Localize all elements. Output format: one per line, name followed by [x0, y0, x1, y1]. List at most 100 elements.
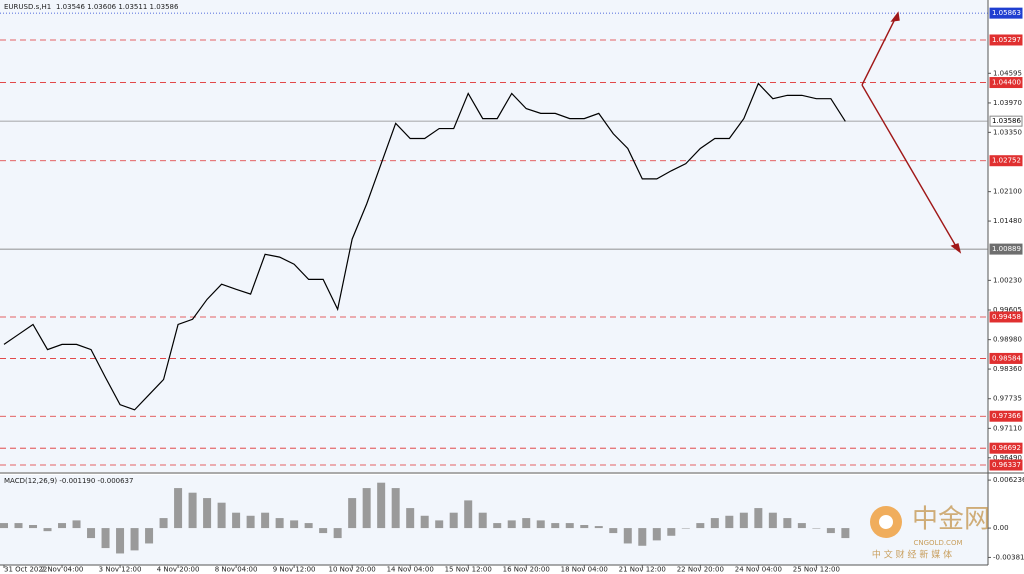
macd-bar: [87, 528, 96, 539]
y-tick-label: 1.02100: [993, 188, 1022, 196]
macd-bar: [232, 512, 241, 529]
y-tick-label: 1.01480: [993, 217, 1022, 225]
macd-bar: [14, 523, 23, 529]
macd-bar: [638, 528, 647, 546]
macd-bar: [594, 526, 603, 529]
level-tag: [989, 459, 1023, 471]
macd-bar: [609, 528, 618, 534]
level-tag: [989, 352, 1023, 364]
macd-bar: [681, 528, 690, 529]
y-tick-label: 0.97735: [993, 395, 1022, 403]
macd-bar: [797, 523, 806, 529]
watermark-site: CNGOLD.COM: [913, 539, 962, 547]
arrow-head: [890, 11, 900, 22]
x-tick-label: 21 Nov 12:00: [619, 566, 666, 574]
x-tick-label: 8 Nov 04:00: [215, 566, 258, 574]
macd-bar: [58, 523, 67, 529]
watermark-name: 中金网: [912, 505, 990, 535]
price-panel: [0, 0, 988, 472]
macd-bar: [130, 528, 139, 551]
level-tag: [989, 442, 1023, 454]
x-tick-label: 16 Nov 20:00: [503, 566, 550, 574]
macd-bar: [72, 520, 81, 529]
x-tick-label: 9 Nov 12:00: [273, 566, 316, 574]
macd-bar: [29, 525, 38, 529]
level-label: 0.96337: [992, 461, 1021, 469]
x-tick-label: 24 Nov 04:00: [735, 566, 782, 574]
macd-bar: [565, 523, 574, 529]
level-tag: [989, 311, 1023, 323]
y-tick-label: 1.04595: [993, 69, 1022, 77]
x-tick-label: 31 Oct 2022: [4, 566, 47, 574]
macd-bar: [420, 515, 429, 529]
x-tick-label: 3 Nov 12:00: [99, 566, 142, 574]
macd-bar: [507, 520, 516, 529]
macd-bar: [217, 502, 226, 529]
arrow-down: [861, 84, 958, 249]
x-tick-label: 14 Nov 04:00: [387, 566, 434, 574]
macd-bar: [826, 528, 835, 534]
level-label: 1.05863: [992, 9, 1021, 17]
watermark-tagline: 中 文 财 经 新 媒 体: [872, 549, 952, 561]
level-label: 0.98584: [992, 354, 1021, 362]
y-tick-label: 1.03350: [993, 128, 1022, 136]
macd-bar: [174, 488, 183, 529]
watermark: 中金网 CNGOLD.COM 中 文 财 经 新 媒 体: [870, 505, 990, 561]
level-tag: [989, 115, 1023, 127]
y-tick-label: 0.98360: [993, 365, 1022, 373]
level-label: 1.05297: [992, 36, 1021, 44]
macd-bar: [493, 523, 502, 529]
level-label: 0.99458: [992, 313, 1021, 321]
logo-inner: [879, 515, 893, 529]
macd-bar: [841, 528, 850, 539]
arrow-up: [861, 16, 897, 86]
level-tag: [989, 155, 1023, 167]
macd-bar: [696, 523, 705, 529]
macd-bar: [522, 518, 531, 529]
level-label: 1.00889: [992, 245, 1021, 253]
macd-bar: [754, 508, 763, 529]
x-tick-label: 2 Nov 04:00: [41, 566, 84, 574]
header: EURUSD.s,H1 1.03546 1.03606 1.03511 1.03…: [4, 3, 179, 485]
y-tick-label: 0.006236: [993, 476, 1024, 484]
y-tick-label: 0.96490: [993, 454, 1022, 462]
macd-bar: [101, 528, 110, 549]
macd-bar: [319, 528, 328, 534]
macd-bar: [275, 518, 284, 529]
macd-bar: [464, 500, 473, 529]
macd-bar: [449, 512, 458, 529]
macd-bar: [290, 520, 299, 529]
macd-bar: [261, 512, 270, 529]
macd-bar: [667, 528, 676, 536]
ohlc: 1.03546 1.03606 1.03511 1.03586: [56, 3, 179, 11]
level-tag: [989, 410, 1023, 422]
level-label: 0.96692: [992, 444, 1021, 452]
level-tag: [989, 34, 1023, 46]
level-tag: [989, 243, 1023, 255]
macd-bar: [116, 528, 125, 554]
macd-panel: [0, 475, 988, 565]
macd-bar: [536, 520, 545, 529]
macd-bar: [377, 482, 386, 529]
level-label: 1.02752: [992, 157, 1021, 165]
macd-bar: [391, 488, 400, 529]
macd-bar: [304, 523, 313, 529]
level-label: 0.97366: [992, 412, 1021, 420]
y-tick-label: 0.98980: [993, 336, 1022, 344]
level-tag: [989, 77, 1023, 89]
level-tag: [989, 7, 1023, 19]
macd-bar: [145, 528, 154, 544]
arrow-head: [950, 243, 962, 254]
projection-arrows: [861, 11, 962, 254]
y-tick-label: -0.003816: [993, 553, 1024, 561]
x-tick-label: 25 Nov 12:00: [793, 566, 840, 574]
macd-bar: [580, 525, 589, 529]
x-tick-label: 18 Nov 04:00: [561, 566, 608, 574]
x-tick-label: 10 Nov 20:00: [329, 566, 376, 574]
macd-bar: [159, 518, 168, 529]
macd-bar: [768, 512, 777, 529]
macd-bar: [812, 528, 821, 529]
macd-bar: [406, 508, 415, 529]
macd-bar: [739, 512, 748, 529]
